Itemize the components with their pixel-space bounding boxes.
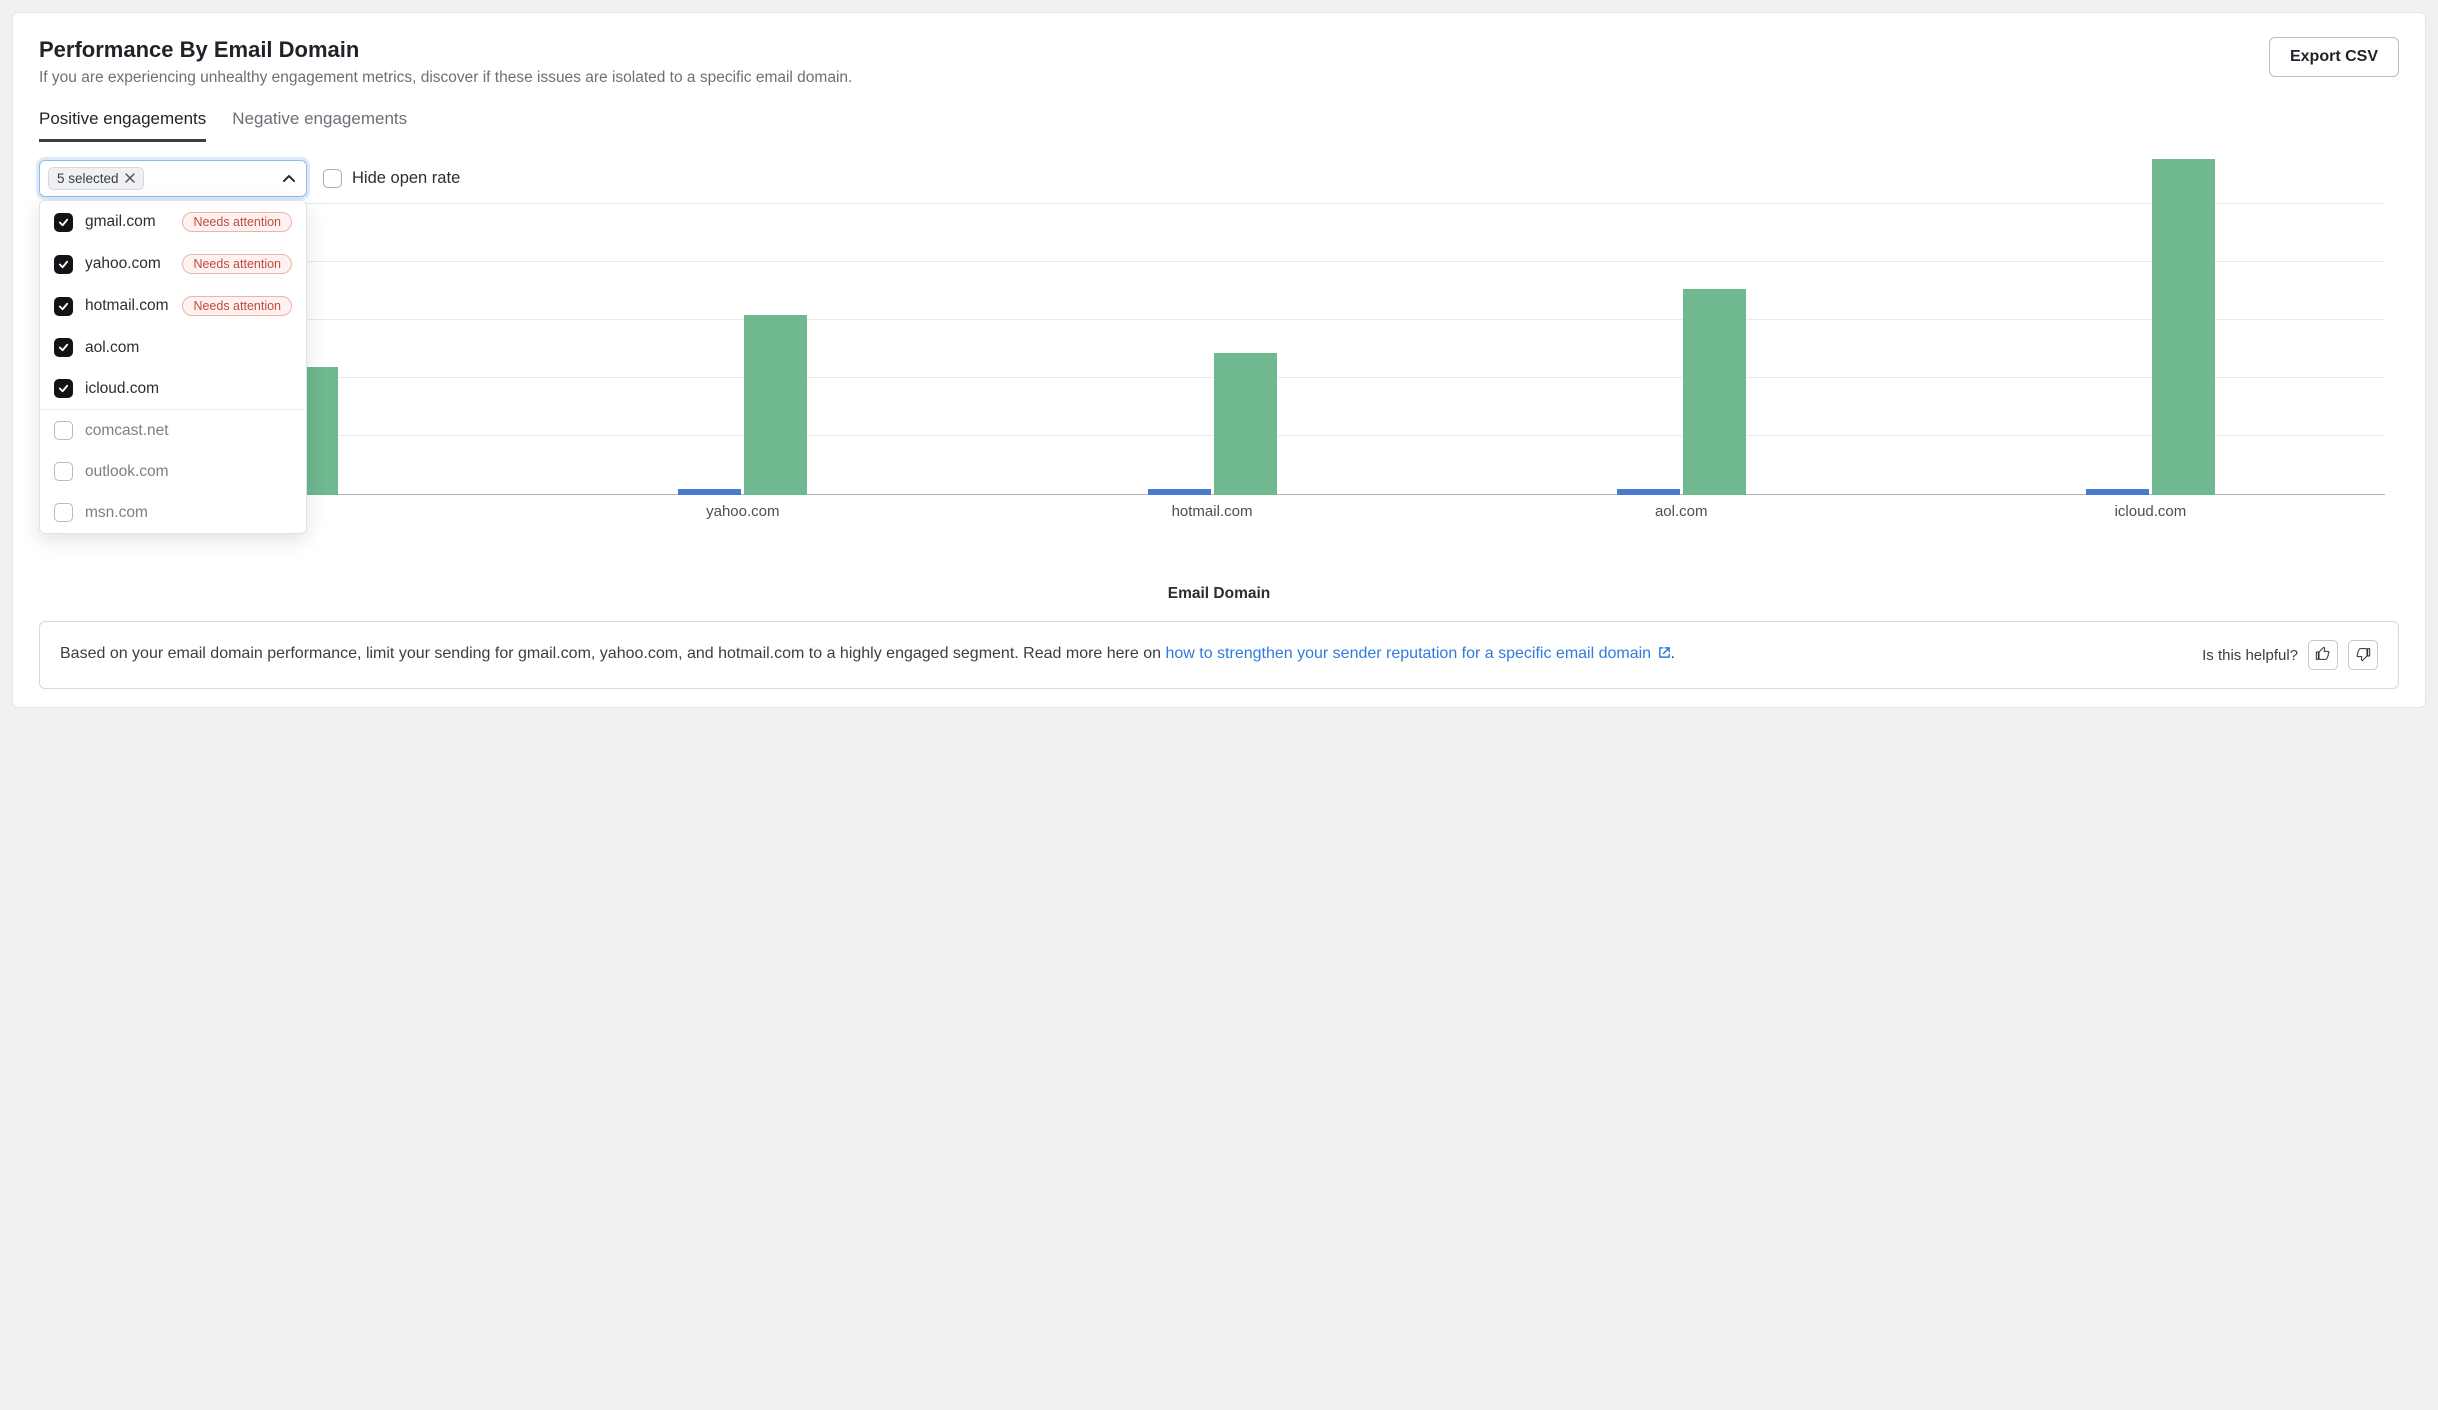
- domain-option-label: msn.com: [85, 504, 148, 522]
- chart-bars: [39, 205, 2385, 495]
- xaxis-label: icloud.com: [1916, 503, 2385, 520]
- thumbs-up-icon: [2315, 646, 2331, 665]
- domain-option-label: aol.com: [85, 339, 139, 357]
- xaxis-label: aol.com: [1447, 503, 1916, 520]
- checkbox-checked-icon: [54, 213, 73, 232]
- feedback-prompt: Is this helpful?: [2202, 647, 2298, 664]
- domain-option[interactable]: comcast.net: [40, 409, 306, 451]
- tabs: Positive engagements Negative engagement…: [39, 109, 2399, 142]
- domain-option-label: outlook.com: [85, 463, 169, 481]
- tip-prefix: Based on your email domain performance, …: [60, 645, 1165, 662]
- domain-option[interactable]: msn.com: [40, 492, 306, 533]
- domain-option[interactable]: icloud.com: [40, 368, 306, 409]
- checkbox-unchecked-icon: [54, 421, 73, 440]
- tip-suffix: .: [1671, 645, 1675, 662]
- bar-series-b: [744, 315, 807, 495]
- card-title: Performance By Email Domain: [39, 37, 852, 63]
- domain-option-label: comcast.net: [85, 422, 169, 440]
- checkbox-unchecked-icon: [54, 503, 73, 522]
- domain-option-label: icloud.com: [85, 380, 159, 398]
- tab-negative-engagements[interactable]: Negative engagements: [232, 109, 407, 142]
- card-subtitle: If you are experiencing unhealthy engage…: [39, 69, 852, 87]
- bar-series-a: [678, 489, 741, 495]
- bar-group: [1447, 205, 1916, 495]
- bar-series-a: [1617, 489, 1680, 495]
- domain-option[interactable]: gmail.com Needs attention: [40, 201, 306, 243]
- chevron-up-icon: [282, 172, 296, 186]
- bar-series-b: [1214, 353, 1277, 495]
- xaxis-label: yahoo.com: [508, 503, 977, 520]
- chip-label: 5 selected: [57, 171, 119, 186]
- thumbs-down-icon: [2355, 646, 2371, 665]
- thumbs-down-button[interactable]: [2348, 640, 2378, 670]
- hide-open-rate-toggle[interactable]: Hide open rate: [323, 169, 460, 188]
- needs-attention-badge: Needs attention: [182, 296, 292, 316]
- domain-option-label: gmail.com: [85, 213, 156, 231]
- hide-open-rate-label: Hide open rate: [352, 169, 460, 188]
- checkbox-unchecked-icon: [54, 462, 73, 481]
- bar-group: [1916, 205, 2385, 495]
- feedback-group: Is this helpful?: [2202, 640, 2378, 670]
- domain-dropdown: gmail.com Needs attention yahoo.com Needs a…: [39, 200, 307, 534]
- bar-group: [977, 205, 1446, 495]
- domain-option[interactable]: aol.com: [40, 327, 306, 368]
- chart-xlabels: gmail.comyahoo.comhotmail.comaol.comiclo…: [39, 503, 2385, 520]
- domain-option[interactable]: outlook.com: [40, 451, 306, 492]
- domain-multiselect[interactable]: 5 selected: [39, 160, 307, 197]
- needs-attention-badge: Needs attention: [182, 212, 292, 232]
- checkbox-unchecked-icon: [323, 169, 342, 188]
- thumbs-up-button[interactable]: [2308, 640, 2338, 670]
- clear-selection-icon[interactable]: [125, 171, 135, 186]
- header-text: Performance By Email Domain If you are e…: [39, 37, 852, 109]
- checkbox-checked-icon: [54, 297, 73, 316]
- sender-reputation-link[interactable]: how to strengthen your sender reputation…: [1165, 645, 1670, 662]
- bar-group: [508, 205, 977, 495]
- export-csv-button[interactable]: Export CSV: [2269, 37, 2399, 77]
- domain-option-label: yahoo.com: [85, 255, 161, 273]
- recommendation-box: Based on your email domain performance, …: [39, 621, 2399, 689]
- checkbox-checked-icon: [54, 255, 73, 274]
- needs-attention-badge: Needs attention: [182, 254, 292, 274]
- bar-series-a: [1148, 489, 1211, 495]
- bar-series-a: [2086, 489, 2149, 495]
- external-link-icon: [1658, 643, 1671, 668]
- chart-xaxis-title: Email Domain: [39, 585, 2399, 603]
- domain-option[interactable]: yahoo.com Needs attention: [40, 243, 306, 285]
- performance-card: Performance By Email Domain If you are e…: [12, 12, 2426, 708]
- controls-row: 5 selected Hide open rate gmail.comNeeds…: [39, 160, 2399, 197]
- gridline: [39, 203, 2385, 204]
- checkbox-checked-icon: [54, 338, 73, 357]
- xaxis-label: hotmail.com: [977, 503, 1446, 520]
- domain-option[interactable]: hotmail.com Needs attention: [40, 285, 306, 327]
- bar-series-b: [2152, 159, 2215, 495]
- recommendation-text: Based on your email domain performance, …: [60, 642, 2178, 668]
- header-row: Performance By Email Domain If you are e…: [39, 37, 2399, 109]
- checkbox-checked-icon: [54, 379, 73, 398]
- tab-positive-engagements[interactable]: Positive engagements: [39, 109, 206, 142]
- domain-option-label: hotmail.com: [85, 297, 169, 315]
- bar-series-b: [1683, 289, 1746, 495]
- chart: gmail.comyahoo.comhotmail.comaol.comiclo…: [39, 205, 2399, 535]
- selected-count-chip[interactable]: 5 selected: [48, 167, 144, 190]
